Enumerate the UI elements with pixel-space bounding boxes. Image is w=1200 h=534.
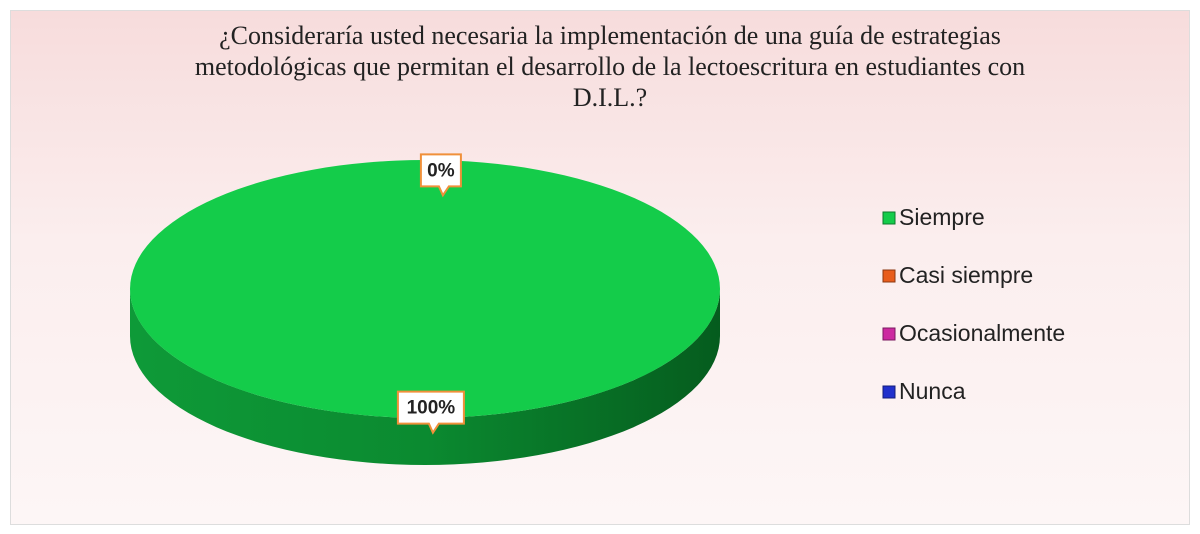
legend-label: Casi siempre bbox=[899, 262, 1033, 288]
legend-marker bbox=[882, 327, 896, 341]
slice bbox=[130, 160, 720, 418]
legend-label: Nunca bbox=[899, 378, 966, 404]
legend-marker bbox=[882, 385, 896, 399]
legend-label: Siempre bbox=[899, 204, 985, 230]
data-label: 100% bbox=[396, 390, 465, 435]
data-label: 0% bbox=[419, 153, 462, 198]
data-label-box bbox=[396, 390, 465, 435]
data-label-text: 100% bbox=[407, 398, 456, 419]
legend-marker bbox=[882, 269, 896, 283]
legend-label: Ocasionalmente bbox=[899, 320, 1065, 346]
chart-title: ¿Consideraría usted necesaria la impleme… bbox=[194, 21, 1026, 112]
legend-marker bbox=[882, 211, 896, 225]
data-label-box bbox=[419, 153, 462, 198]
data-label-text: 0% bbox=[427, 160, 455, 181]
slice-side bbox=[130, 289, 720, 465]
